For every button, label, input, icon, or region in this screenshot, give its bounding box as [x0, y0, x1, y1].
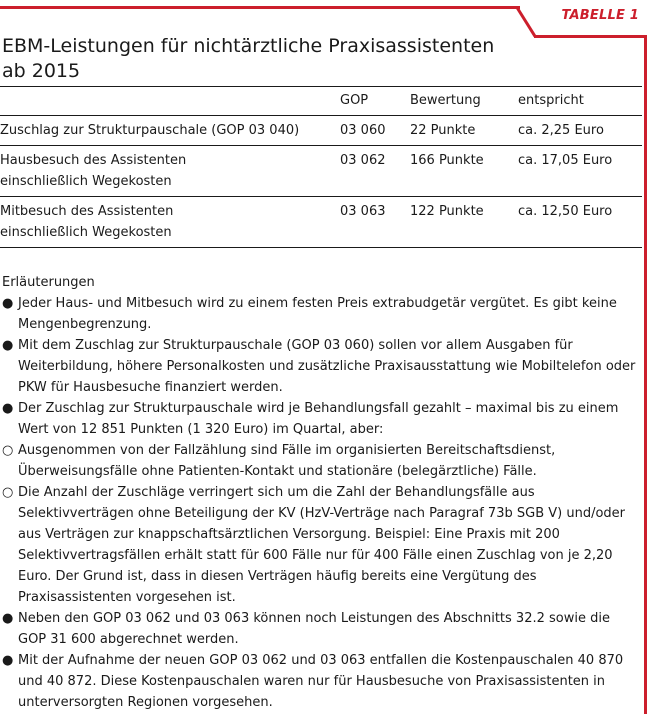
table-row: Hausbesuch des Assistenten einschließlic…	[0, 145, 642, 197]
notes-section: Erläuterungen ● Jeder Haus- und Mitbesuch…	[2, 272, 642, 713]
table-row: Mitbesuch des Assistenten einschließlich…	[0, 196, 642, 248]
list-item: ○ Die Anzahl der Zuschläge verringert sic…	[2, 482, 642, 608]
cell-service: Mitbesuch des Assistenten einschließlich…	[0, 196, 340, 248]
frame-right-top-rule	[534, 35, 647, 38]
frame-right-rule	[644, 35, 647, 714]
list-item: ● Neben den GOP 03 062 und 03 063 können …	[2, 608, 642, 650]
bullet-hollow-icon: ○	[2, 485, 14, 500]
list-item: ○ Ausgenommen von der Fallzählung sind Fä…	[2, 440, 642, 482]
cell-gop: 03 060	[340, 115, 410, 146]
table-header-row: GOP Bewertung entspricht	[0, 86, 642, 116]
column-header-service	[0, 86, 340, 116]
bullet-filled-icon: ●	[2, 401, 14, 416]
cell-gop: 03 062	[340, 145, 410, 197]
list-item: ● Jeder Haus- und Mitbesuch wird zu einem…	[2, 293, 642, 335]
list-item: ● Der Zuschlag zur Strukturpauschale wird…	[2, 398, 642, 440]
column-header-entspricht: entspricht	[518, 86, 642, 116]
cell-bewertung: 22 Punkte	[410, 115, 518, 146]
page-title: EBM-Leistungen für nichtärztliche Praxis…	[2, 34, 522, 84]
frame-top-rule	[0, 6, 520, 9]
bullet-filled-icon: ●	[2, 296, 14, 311]
table-row: Zuschlag zur Strukturpauschale (GOP 03 0…	[0, 115, 642, 146]
title-line-1: EBM-Leistungen für nichtärztliche Praxis…	[2, 35, 495, 57]
cell-bewertung: 122 Punkte	[410, 196, 518, 248]
title-line-2: ab 2015	[2, 60, 81, 82]
column-header-gop: GOP	[340, 86, 410, 116]
cell-service: Hausbesuch des Assistenten einschließlic…	[0, 145, 340, 197]
bullet-filled-icon: ●	[2, 653, 14, 668]
cell-bewertung: 166 Punkte	[410, 145, 518, 197]
frame-diagonal-rule	[515, 6, 537, 38]
bullet-hollow-icon: ○	[2, 443, 14, 458]
cell-entspricht: ca. 12,50 Euro	[518, 196, 642, 248]
bullet-filled-icon: ●	[2, 338, 14, 353]
notes-list: ● Jeder Haus- und Mitbesuch wird zu einem…	[2, 293, 642, 713]
notes-heading: Erläuterungen	[2, 275, 95, 290]
cell-entspricht: ca. 2,25 Euro	[518, 115, 642, 146]
table-number-label: TABELLE 1	[561, 8, 639, 23]
cell-service: Zuschlag zur Strukturpauschale (GOP 03 0…	[0, 115, 340, 146]
bullet-filled-icon: ●	[2, 611, 14, 626]
list-item: ● Mit der Aufnahme der neuen GOP 03 062 u…	[2, 650, 642, 713]
cell-gop: 03 063	[340, 196, 410, 248]
column-header-bewertung: Bewertung	[410, 86, 518, 116]
cell-entspricht: ca. 17,05 Euro	[518, 145, 642, 197]
ebm-table: GOP Bewertung entspricht Zuschlag zur St…	[0, 86, 642, 248]
list-item: ● Mit dem Zuschlag zur Strukturpauschale …	[2, 335, 642, 398]
